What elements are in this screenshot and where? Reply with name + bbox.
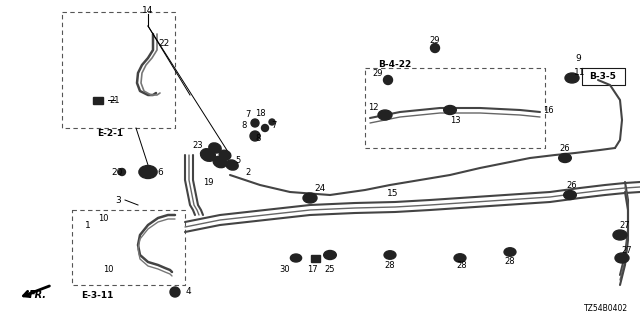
Text: 16: 16 [543,106,554,115]
Text: 18: 18 [255,108,266,117]
Ellipse shape [444,106,456,115]
Ellipse shape [303,193,317,203]
Text: 29: 29 [372,68,383,77]
Text: 8: 8 [255,133,260,142]
Text: 8: 8 [241,121,246,130]
Text: 22: 22 [158,38,170,47]
Text: 27: 27 [620,220,630,229]
Text: B-4-22: B-4-22 [378,60,412,68]
Text: B-3-5: B-3-5 [589,71,616,81]
Text: FR.: FR. [29,290,47,300]
Text: 26: 26 [566,180,577,189]
Text: 7: 7 [245,109,251,118]
Ellipse shape [454,254,466,262]
Ellipse shape [565,73,579,83]
Text: 23: 23 [193,140,204,149]
Circle shape [269,119,275,125]
Text: 10: 10 [103,266,113,275]
Circle shape [250,131,260,141]
Ellipse shape [615,253,629,263]
Circle shape [262,124,269,132]
Circle shape [383,76,392,84]
Ellipse shape [324,251,336,260]
Circle shape [431,44,440,52]
Text: 21: 21 [109,95,120,105]
Text: 2: 2 [245,167,251,177]
Text: 30: 30 [280,266,291,275]
Ellipse shape [139,165,157,179]
Text: 9: 9 [575,53,581,62]
Text: 17: 17 [307,266,317,275]
Text: 3: 3 [115,196,121,204]
Ellipse shape [209,143,221,153]
Text: 5: 5 [236,156,241,164]
Text: 10: 10 [98,213,108,222]
Text: 25: 25 [324,266,335,275]
Text: 19: 19 [203,178,213,187]
Text: 14: 14 [142,5,154,14]
Text: TZ54B0402: TZ54B0402 [584,304,628,313]
Ellipse shape [564,190,576,199]
Text: 29: 29 [429,36,440,44]
Ellipse shape [559,154,572,163]
Text: 28: 28 [505,258,515,267]
Ellipse shape [378,110,392,120]
Text: E-3-11: E-3-11 [81,291,113,300]
Text: 24: 24 [314,183,326,193]
Text: 28: 28 [385,260,396,269]
Ellipse shape [504,248,516,256]
Text: 4: 4 [185,287,191,297]
Text: 7: 7 [271,121,276,130]
Ellipse shape [384,251,396,259]
Ellipse shape [226,160,238,170]
Text: 1: 1 [85,220,91,229]
Text: 12: 12 [368,102,378,111]
Ellipse shape [219,150,231,160]
Ellipse shape [613,230,627,240]
Bar [310,254,319,261]
Bar [93,97,103,103]
Ellipse shape [213,156,227,168]
Circle shape [170,287,180,297]
Circle shape [251,119,259,127]
Ellipse shape [200,149,216,161]
Text: 20: 20 [111,167,123,177]
Text: 26: 26 [560,143,570,153]
Text: 6: 6 [157,167,163,177]
Text: 28: 28 [457,260,467,269]
Circle shape [118,169,125,175]
Text: 13: 13 [450,116,460,124]
Ellipse shape [291,254,301,262]
Text: 11: 11 [574,68,586,76]
Text: 27: 27 [621,245,632,254]
Text: E-2-1: E-2-1 [97,129,123,138]
Text: 15: 15 [387,188,399,197]
